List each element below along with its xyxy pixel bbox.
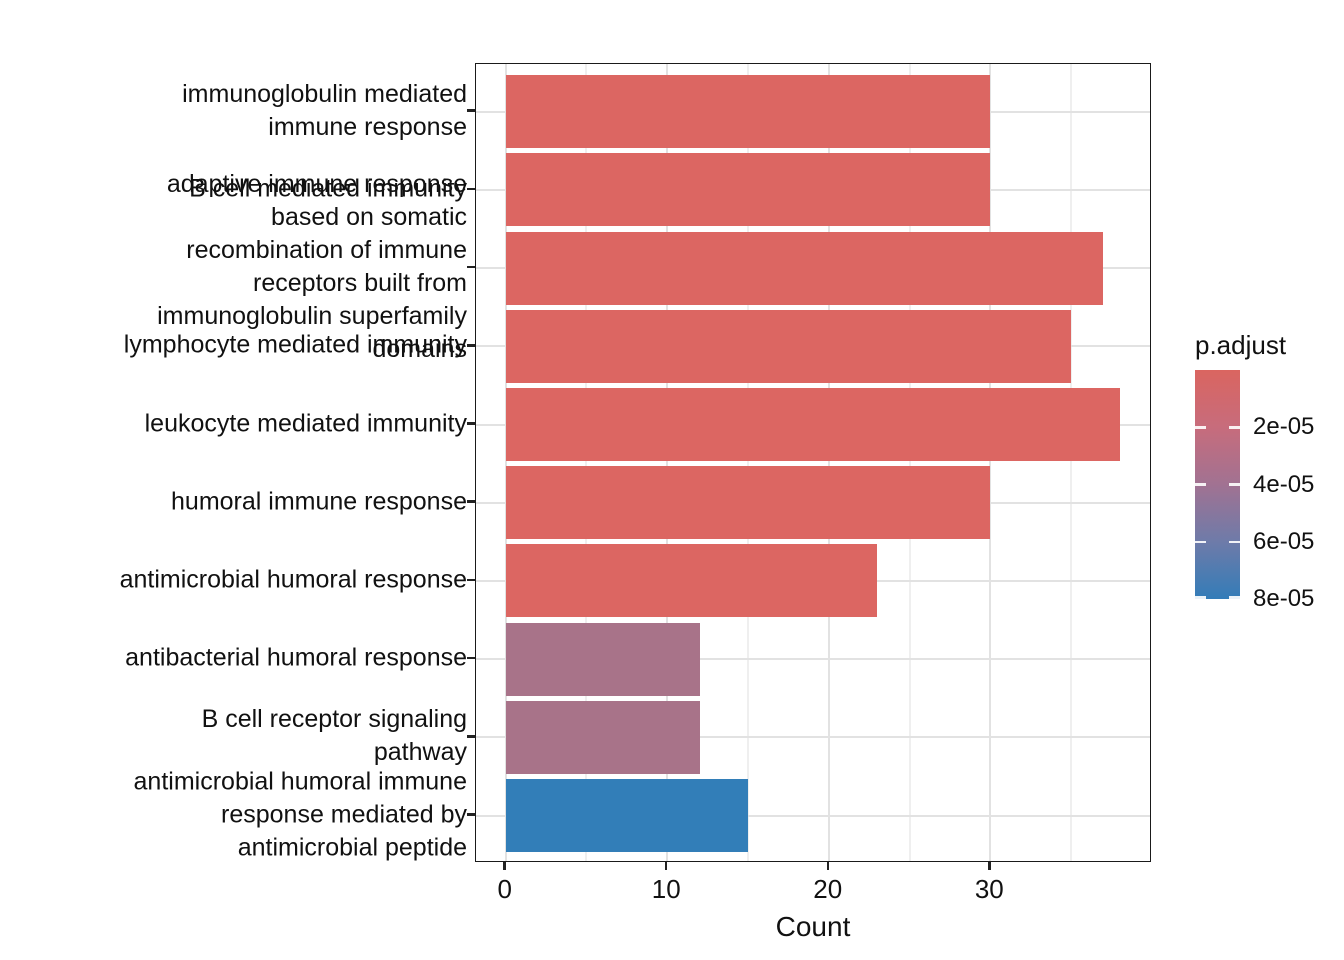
y-axis-label-8: B cell receptor signaling pathway bbox=[201, 705, 467, 767]
gridline-minor-x-25 bbox=[908, 63, 911, 861]
plot-panel bbox=[475, 62, 1151, 862]
gridline-minor-x-35 bbox=[1070, 63, 1073, 861]
colorbar-tick-right-2 bbox=[1229, 540, 1240, 543]
y-axis-label-7: antibacterial humoral response bbox=[125, 643, 467, 672]
y-tick-mark-4 bbox=[467, 422, 475, 425]
y-tick-mark-1 bbox=[467, 187, 475, 191]
colorbar-tick-right-3 bbox=[1229, 596, 1240, 599]
y-axis-label-9: antimicrobial humoral immune response med… bbox=[133, 767, 467, 861]
legend-tick-label-2: 6e-05 bbox=[1253, 527, 1315, 555]
colorbar-tick-left-1 bbox=[1195, 483, 1206, 486]
gridline-major-x-20 bbox=[827, 63, 830, 861]
bar-3 bbox=[505, 309, 1072, 383]
bars-layer bbox=[476, 64, 1150, 861]
colorbar-tick-right-1 bbox=[1229, 483, 1240, 486]
y-tick-mark-9 bbox=[467, 813, 475, 816]
y-tick-mark-8 bbox=[467, 735, 475, 738]
y-axis-label-1: B cell mediated immunity bbox=[189, 174, 467, 203]
gridline-minor-x-5 bbox=[585, 63, 588, 861]
x-tick-mark-10 bbox=[664, 861, 668, 870]
legend-title: p.adjust bbox=[1195, 330, 1287, 360]
y-axis-label-6: antimicrobial humoral response bbox=[119, 565, 467, 594]
x-tick-label-30: 30 bbox=[974, 874, 1004, 904]
y-axis-label-4: leukocyte mediated immunity bbox=[144, 409, 467, 437]
gridline-major-x-0 bbox=[504, 63, 507, 861]
y-tick-mark-7 bbox=[467, 656, 475, 660]
legend-tick-label-1: 4e-05 bbox=[1253, 470, 1315, 498]
colorbar-tick-left-3 bbox=[1195, 596, 1206, 599]
colorbar-tick-right-0 bbox=[1229, 426, 1240, 429]
gridline-major-y-8 bbox=[476, 736, 1150, 739]
x-axis-title: Count bbox=[775, 911, 851, 942]
y-tick-mark-3 bbox=[467, 344, 475, 347]
x-tick-label-10: 10 bbox=[651, 874, 681, 904]
gridline-major-y-7 bbox=[476, 658, 1150, 661]
x-tick-mark-20 bbox=[826, 861, 829, 870]
x-tick-mark-30 bbox=[988, 861, 991, 870]
y-axis-label-2: adaptive immune response based on somatic… bbox=[157, 170, 467, 364]
legend-tick-label-0: 2e-05 bbox=[1253, 413, 1315, 441]
y-tick-mark-6 bbox=[467, 578, 475, 582]
x-tick-label-20: 20 bbox=[813, 874, 843, 904]
bar-8 bbox=[505, 700, 700, 774]
bar-4 bbox=[505, 388, 1120, 461]
colorbar-tick-left-2 bbox=[1195, 540, 1206, 543]
y-axis-label-0: immunoglobulin mediated immune response bbox=[182, 79, 467, 141]
bar-2 bbox=[505, 231, 1104, 305]
y-axis-label-5: humoral immune response bbox=[171, 487, 467, 516]
bar-5 bbox=[505, 466, 991, 540]
y-tick-mark-2 bbox=[467, 265, 475, 269]
gridline-major-x-10 bbox=[666, 63, 669, 861]
bar-0 bbox=[505, 75, 991, 149]
x-tick-mark-0 bbox=[503, 861, 506, 870]
bar-6 bbox=[505, 544, 878, 618]
gridline-major-x-30 bbox=[989, 63, 992, 861]
x-tick-label-0: 0 bbox=[497, 874, 512, 904]
colorbar-tick-left-0 bbox=[1195, 426, 1206, 429]
y-tick-mark-5 bbox=[467, 500, 475, 503]
bar-7 bbox=[505, 622, 700, 696]
gridline-major-y-9 bbox=[476, 814, 1150, 817]
bar-9 bbox=[505, 779, 748, 852]
gridline-minor-x-15 bbox=[746, 63, 749, 861]
y-axis-label-3: lymphocyte mediated immunity bbox=[123, 330, 467, 359]
y-tick-mark-0 bbox=[467, 109, 475, 112]
legend-tick-label-3: 8e-05 bbox=[1253, 585, 1315, 612]
bar-1 bbox=[505, 153, 991, 227]
